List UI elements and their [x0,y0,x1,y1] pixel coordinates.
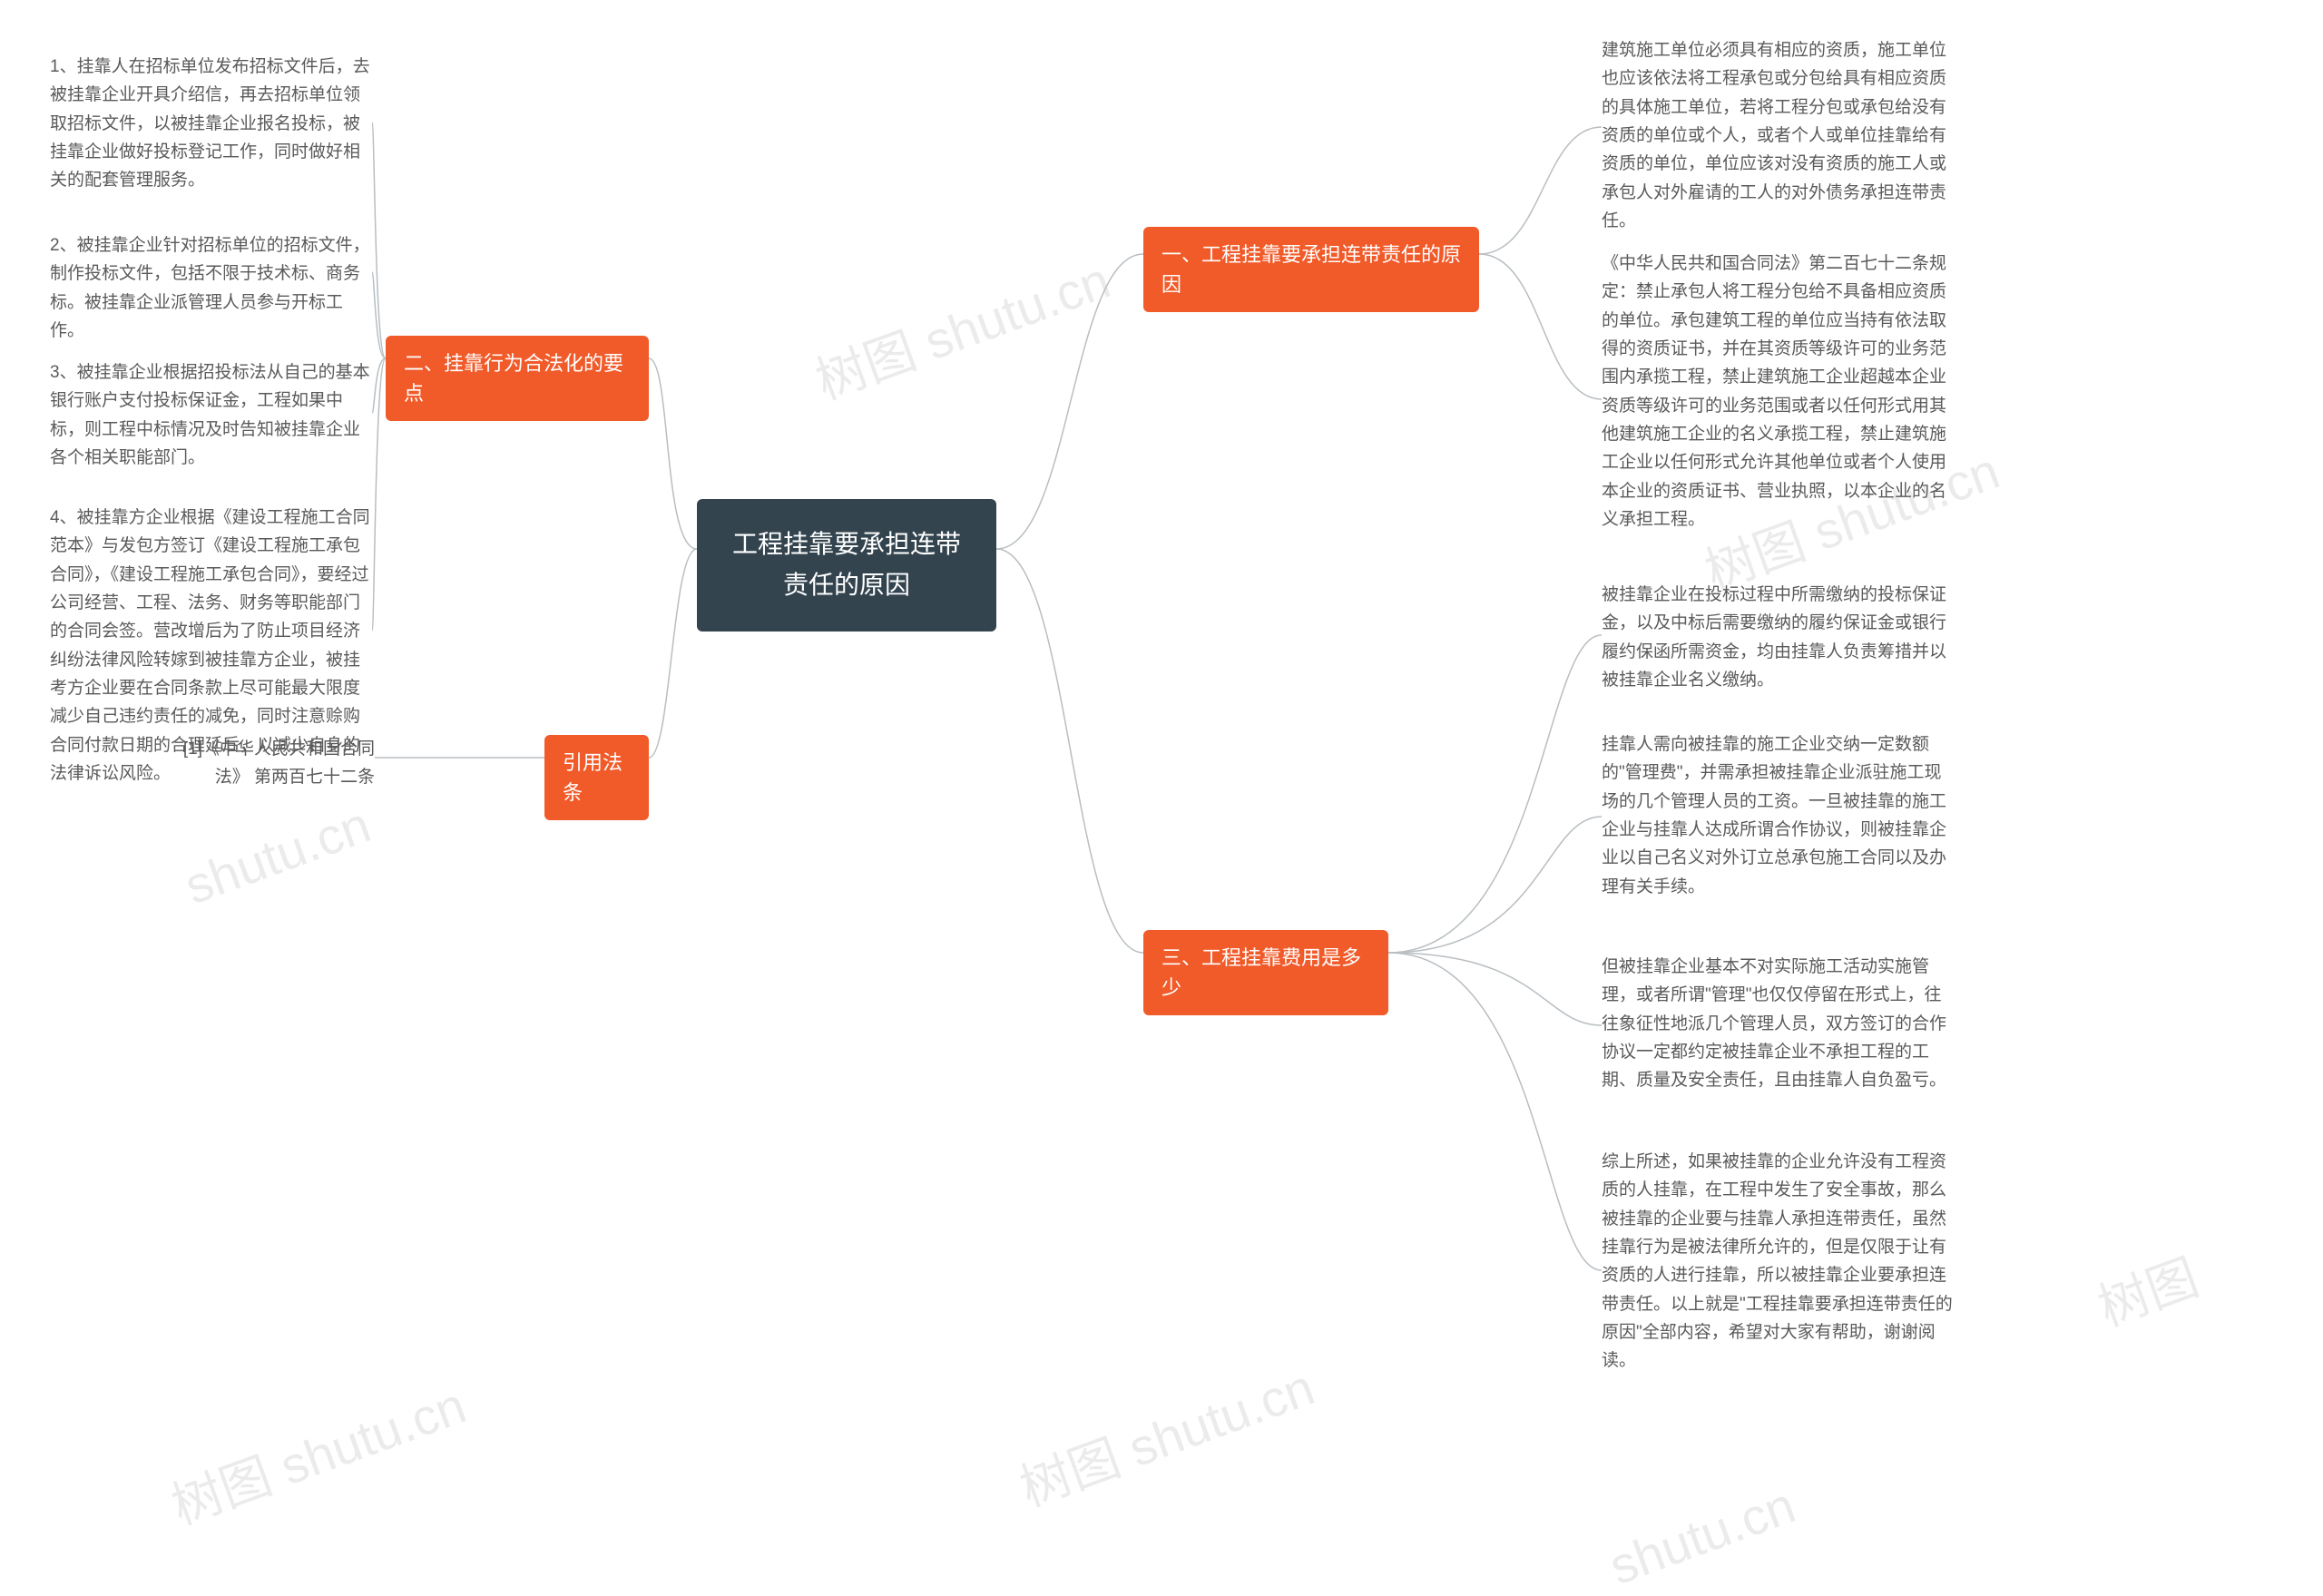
watermark: 树图 shutu.cn [1008,1346,1323,1521]
mindmap-root: 工程挂靠要承担连带责任的原因 [697,499,996,632]
watermark: 树图 shutu.cn [160,1365,475,1539]
leaf-r1a: 建筑施工单位必须具有相应的资质，施工单位也应该依法将工程承包或分包给具有相应资质… [1602,36,1955,235]
leaf-r2a: 被挂靠企业在投标过程中所需缴纳的投标保证金，以及中标后需要缴纳的履约保证金或银行… [1602,581,1955,694]
leaf-r2c: 但被挂靠企业基本不对实际施工活动实施管理，或者所谓"管理"也仅仅停留在形式上，往… [1602,953,1955,1095]
leaf-l2a: [1]《中华人民共和国合同法》 第两百七十二条 [152,735,375,792]
leaf-r1b: 《中华人民共和国合同法》第二百七十二条规定：禁止承包人将工程分包给不具备相应资质… [1602,250,1955,534]
leaf-l1a: 1、挂靠人在招标单位发布招标文件后，去被挂靠企业开具介绍信，再去招标单位领取招标… [50,53,372,195]
watermark: shutu.cn [1602,1475,1802,1596]
watermark: 树图 shutu.cn [804,240,1119,414]
leaf-l1c: 3、被挂靠企业根据招投标法从自己的基本银行账户支付投标保证金，工程如果中标，则工… [50,358,372,472]
leaf-r2b: 挂靠人需向被挂靠的施工企业交纳一定数额的"管理费"，并需承担被挂靠企业派驻施工现… [1602,730,1955,901]
branch-citation: 引用法条 [544,735,649,820]
watermark: 树图 [2087,1237,2208,1340]
branch-cost: 三、工程挂靠费用是多少 [1143,930,1388,1015]
leaf-l1b: 2、被挂靠企业针对招标单位的招标文件，制作投标文件，包括不限于技术标、商务标。被… [50,231,372,345]
leaf-r2d: 综上所述，如果被挂靠的企业允许没有工程资质的人挂靠，在工程中发生了安全事故，那么… [1602,1148,1955,1376]
watermark: shutu.cn [177,795,377,915]
branch-reason: 一、工程挂靠要承担连带责任的原因 [1143,227,1479,312]
branch-legalize: 二、挂靠行为合法化的要点 [386,336,649,421]
